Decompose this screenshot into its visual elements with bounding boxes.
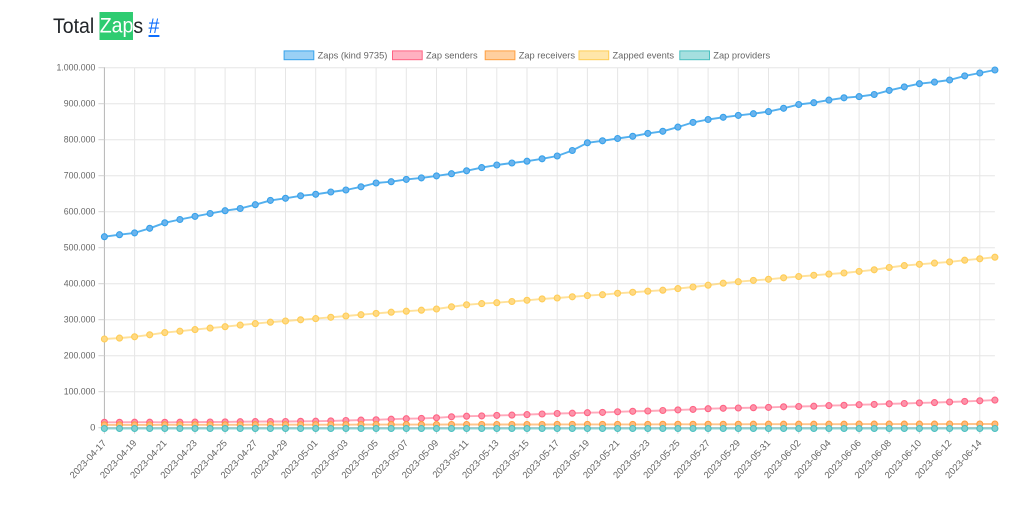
svg-text:1.000.000: 1.000.000 bbox=[57, 62, 96, 73]
svg-text:Zapped events: Zapped events bbox=[613, 51, 675, 61]
svg-text:Zap receivers: Zap receivers bbox=[519, 51, 576, 61]
svg-text:100.000: 100.000 bbox=[64, 386, 96, 397]
svg-text:Zap senders: Zap senders bbox=[426, 51, 478, 61]
svg-text:200.000: 200.000 bbox=[64, 350, 96, 361]
svg-text:Zaps (kind 9735): Zaps (kind 9735) bbox=[318, 51, 388, 61]
svg-text:900.000: 900.000 bbox=[64, 98, 96, 109]
svg-text:Zap providers: Zap providers bbox=[713, 51, 770, 61]
svg-text:800.000: 800.000 bbox=[64, 134, 96, 145]
svg-text:400.000: 400.000 bbox=[64, 278, 96, 289]
svg-text:700.000: 700.000 bbox=[64, 170, 96, 181]
svg-text:600.000: 600.000 bbox=[64, 206, 96, 217]
svg-text:300.000: 300.000 bbox=[64, 314, 96, 325]
svg-text:0: 0 bbox=[90, 422, 95, 433]
svg-text:500.000: 500.000 bbox=[64, 242, 96, 253]
